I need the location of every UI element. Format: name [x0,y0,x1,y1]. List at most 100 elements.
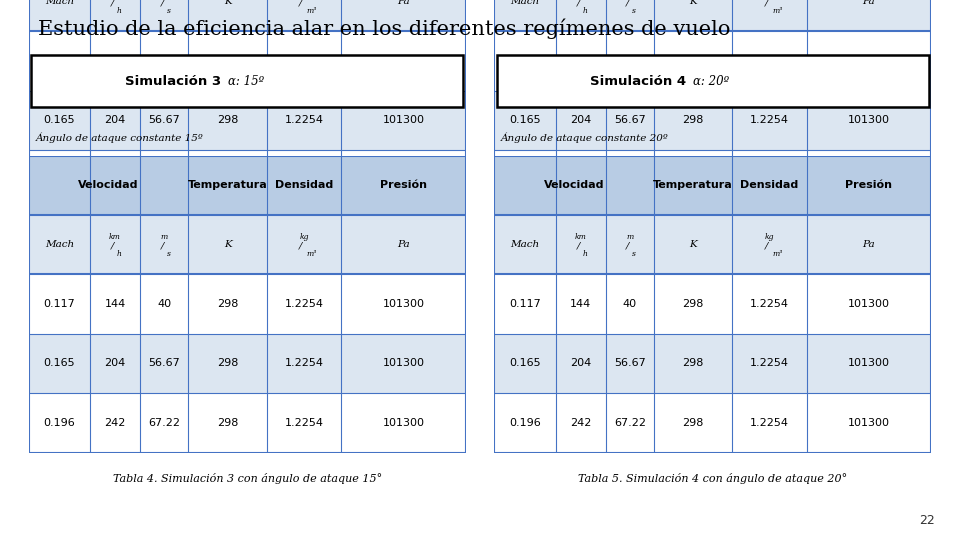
Text: 101300: 101300 [382,359,424,368]
Text: 101300: 101300 [382,116,424,125]
Text: /: / [577,0,580,8]
Text: Tabla 3. Simulación 2 con ángulo de ataque 5°: Tabla 3. Simulación 2 con ángulo de ataq… [582,230,844,241]
Text: m³: m³ [307,249,317,258]
Text: 1.2254: 1.2254 [750,116,789,125]
Text: 298: 298 [683,418,704,428]
Text: 101300: 101300 [848,116,890,125]
Bar [494,393,931,453]
Text: 1.2254: 1.2254 [284,116,324,125]
Text: m³: m³ [773,6,782,15]
Text: 144: 144 [105,299,126,309]
Text: Tabla 2. Simulación 1 con ángulo de ataque 0°: Tabla 2. Simulación 1 con ángulo de ataq… [116,230,378,241]
Text: /: / [299,241,302,251]
Text: Tabla 4. Simulación 3 con ángulo de ataque 15°: Tabla 4. Simulación 3 con ángulo de ataq… [112,473,382,484]
Text: 1.2254: 1.2254 [750,56,789,66]
Text: m³: m³ [773,249,782,258]
Text: Temperatura: Temperatura [187,180,268,190]
Text: Tabla 5. Simulación 4 con ángulo de ataque 20°: Tabla 5. Simulación 4 con ángulo de ataq… [578,473,848,484]
Text: 101300: 101300 [848,299,890,309]
Bar [29,215,466,274]
Text: Pa: Pa [863,240,876,249]
Text: 40: 40 [157,56,171,66]
Text: 1.2254: 1.2254 [750,359,789,368]
Bar [29,0,466,31]
Text: Pa: Pa [863,0,876,6]
Text: K: K [689,240,697,249]
Text: 298: 298 [217,418,238,428]
Text: Presión: Presión [380,180,427,190]
Text: 101300: 101300 [848,56,890,66]
Text: K: K [224,0,231,6]
Text: 101300: 101300 [382,56,424,66]
Text: s: s [167,6,171,15]
Text: /: / [764,0,768,8]
Text: 0.196: 0.196 [509,175,540,185]
Text: 144: 144 [105,56,126,66]
Text: Estudio de la eficiencia alar en los diferentes regímenes de vuelo: Estudio de la eficiencia alar en los dif… [38,19,731,39]
Text: 1.2254: 1.2254 [750,175,789,185]
Text: Ángulo de ataque constante 15º: Ángulo de ataque constante 15º [36,133,204,143]
Text: 56.67: 56.67 [614,359,646,368]
Text: 101300: 101300 [382,299,424,309]
Text: 0.165: 0.165 [43,359,75,368]
Text: Ángulo de ataque constante 20º: Ángulo de ataque constante 20º [501,133,669,143]
Bar [494,156,931,215]
Text: Velocidad: Velocidad [544,180,605,190]
Text: 242: 242 [570,418,591,428]
Text: 0.117: 0.117 [509,56,540,66]
Text: /: / [160,0,163,8]
Text: 0.117: 0.117 [509,299,540,309]
Text: 22: 22 [920,514,935,526]
Text: 204: 204 [570,116,591,125]
Text: 1.2254: 1.2254 [750,418,789,428]
Bar [29,150,466,210]
Text: Mach: Mach [511,240,540,249]
Text: 56.67: 56.67 [149,116,180,125]
Text: 40: 40 [623,56,636,66]
Text: 67.22: 67.22 [148,175,180,185]
Text: 298: 298 [217,359,238,368]
Text: h: h [583,249,588,258]
Text: 298: 298 [683,116,704,125]
Text: 298: 298 [217,116,238,125]
Text: Densidad: Densidad [740,180,799,190]
Text: Pa: Pa [397,0,410,6]
Text: 0.165: 0.165 [509,116,540,125]
Text: m³: m³ [307,6,317,15]
Text: 204: 204 [105,116,126,125]
Text: h: h [117,6,122,15]
Text: 298: 298 [217,56,238,66]
Bar [494,334,931,393]
Text: 144: 144 [570,299,591,309]
Text: /: / [764,241,768,251]
Text: /: / [111,0,114,8]
Bar [494,0,931,31]
Bar [29,393,466,453]
Text: 0.165: 0.165 [43,116,75,125]
Text: km: km [109,233,121,241]
Bar [29,31,466,91]
Text: 1.2254: 1.2254 [284,56,324,66]
Text: 1.2254: 1.2254 [284,359,324,368]
Text: 298: 298 [683,299,704,309]
Text: s: s [167,249,171,258]
Text: Mach: Mach [45,0,74,6]
Text: 67.22: 67.22 [148,418,180,428]
Text: /: / [111,241,114,251]
Text: Mach: Mach [511,0,540,6]
Text: 0.196: 0.196 [509,418,540,428]
Text: Densidad: Densidad [275,180,333,190]
FancyBboxPatch shape [496,55,928,107]
Text: 298: 298 [683,359,704,368]
Text: s: s [633,249,636,258]
Bar [29,91,466,150]
Bar [29,274,466,334]
Text: Mach: Mach [45,240,74,249]
Text: 101300: 101300 [848,359,890,368]
Text: 0.165: 0.165 [509,359,540,368]
Text: m: m [160,233,168,241]
Text: 0.117: 0.117 [43,299,75,309]
Text: 0.117: 0.117 [43,56,75,66]
Text: 56.67: 56.67 [614,116,646,125]
FancyBboxPatch shape [31,55,463,107]
